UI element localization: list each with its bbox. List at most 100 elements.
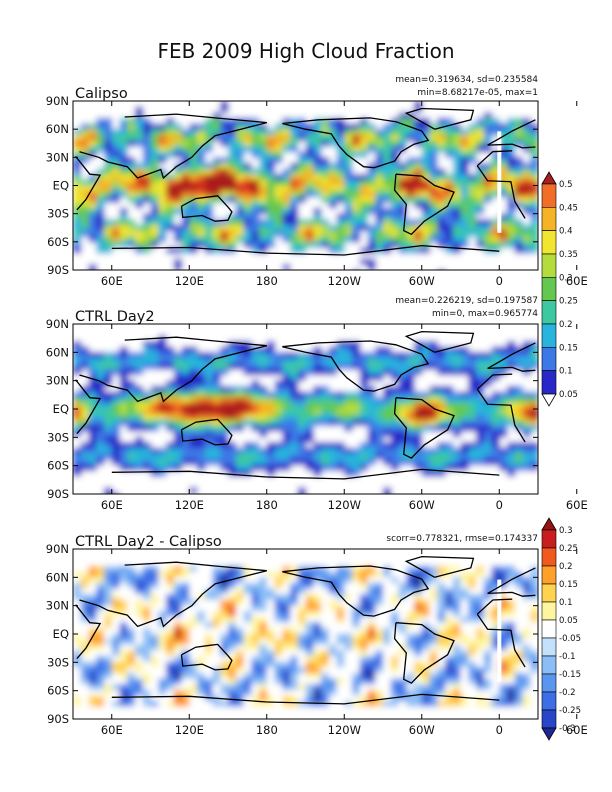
colorbar-bottom-arrow	[541, 727, 557, 741]
axis-ticks: 60E 120E 180 120W 60W 0 60E 90N 60N 30N EQ 30S 60S 90…	[46, 317, 588, 512]
y-tick-label: 30N	[46, 599, 69, 613]
colorbar-segment	[541, 276, 557, 301]
colorbar-label: 0.2	[559, 320, 573, 330]
colorbar-segment	[541, 619, 557, 639]
colorbar-segment	[541, 691, 557, 711]
cloud-field-map	[73, 101, 538, 270]
x-tick-label: 180	[256, 723, 278, 737]
colorbar-label: -0.3	[559, 724, 576, 734]
y-tick-label: 60N	[46, 345, 69, 359]
colorbar-label: 0.25	[559, 297, 578, 307]
colorbar-segment	[541, 183, 557, 208]
y-tick-label: EQ	[53, 627, 69, 641]
colorbar-label: -0.2	[559, 688, 576, 698]
colorbar-segment	[541, 709, 557, 729]
y-tick-label: 60S	[47, 684, 69, 698]
x-tick-label: 60W	[409, 723, 435, 737]
colorbar-label: 0.1	[559, 367, 573, 377]
y-tick-label: 30N	[46, 150, 69, 164]
colorbar-label: 0.15	[559, 580, 578, 590]
x-tick-label: 60E	[101, 498, 123, 512]
colorbar-segment	[541, 207, 557, 231]
colorbar-label: 0.15	[559, 343, 578, 353]
y-tick-label: EQ	[53, 179, 69, 193]
x-tick-label: 60E	[566, 274, 588, 288]
x-tick-label: 120E	[175, 274, 204, 288]
colorbar-label: 0.3	[559, 526, 573, 536]
panel-calipso: Calipso mean=0.319634, sd=0.235584 min=8…	[46, 75, 588, 288]
colorbar-label: -0.15	[559, 670, 581, 680]
colorbar-label: 0.05	[559, 390, 578, 400]
x-tick-label: 120W	[328, 274, 361, 288]
x-tick-label: 0	[496, 723, 503, 737]
x-tick-label: 180	[256, 498, 278, 512]
x-tick-label: 60E	[566, 723, 588, 737]
y-tick-label: 90N	[46, 317, 69, 331]
panel-stats-line2: min=0, max=0.965774	[432, 309, 538, 319]
x-tick-label: 60E	[101, 274, 123, 288]
colorbar-segment	[541, 253, 557, 278]
y-tick-label: EQ	[53, 402, 69, 416]
x-tick-label: 60W	[409, 498, 435, 512]
panel-title: CTRL Day2 - Calipso	[75, 534, 222, 550]
panel-title: Calipso	[75, 86, 128, 102]
colorbar-segment	[541, 230, 557, 255]
y-tick-label: 30S	[47, 207, 69, 221]
axis-ticks: 60E 120E 180 120W 60W 0 60E 90N 60N 30N EQ 30S 60S 90…	[46, 94, 588, 288]
colorbar-segment	[541, 565, 557, 585]
colorbar-top-arrow	[541, 517, 557, 531]
colorbar-label: 0.05	[559, 616, 578, 626]
colorbar-segment	[541, 637, 557, 657]
colorbar-bottom-arrow	[541, 393, 557, 407]
colorbar-segment	[541, 370, 557, 395]
x-tick-label: 60W	[409, 274, 435, 288]
panel-ctrl-day2: CTRL Day2 mean=0.226219, sd=0.197587 min…	[46, 296, 588, 512]
x-tick-label: 60E	[101, 723, 123, 737]
panel-difference: CTRL Day2 - Calipso scorr=0.778321, rmse…	[46, 534, 588, 737]
x-tick-label: 180	[256, 274, 278, 288]
colorbar-label: -0.05	[559, 634, 581, 644]
y-tick-label: 30S	[47, 655, 69, 669]
y-tick-label: 60N	[46, 570, 69, 584]
colorbar-segment	[541, 547, 557, 567]
coastlines	[75, 107, 536, 256]
colorbar-label: 0.1	[559, 598, 573, 608]
colorbar-label: -0.1	[559, 652, 576, 662]
colorbar-difference: 0.3 0.25 0.2 0.15 0.1 0.05 -0.05 -0.1 -0.15 -0.2 -…	[541, 517, 581, 741]
colorbar-label: 0.5	[559, 180, 573, 190]
x-tick-label: 120E	[175, 723, 204, 737]
y-tick-label: 90N	[46, 542, 69, 556]
x-tick-label: 120W	[328, 723, 361, 737]
panel-stats-line1: mean=0.226219, sd=0.197587	[395, 296, 538, 306]
y-tick-label: 90S	[47, 712, 69, 726]
x-tick-label: 60E	[566, 498, 588, 512]
y-tick-label: 60S	[47, 235, 69, 249]
y-tick-label: 30S	[47, 430, 69, 444]
panel-stats-line2: min=8.68217e-05, max=1	[417, 88, 538, 98]
colorbar-segment	[541, 529, 557, 549]
coastlines	[75, 555, 536, 705]
colorbar-label: 0.45	[559, 203, 578, 213]
coastlines	[75, 330, 536, 480]
colorbar-segment	[541, 601, 557, 621]
colorbar-label: 0.4	[559, 227, 573, 237]
y-tick-label: 90S	[47, 263, 69, 277]
y-tick-label: 60N	[46, 122, 69, 136]
x-tick-label: 120W	[328, 498, 361, 512]
x-tick-label: 0	[496, 274, 503, 288]
colorbar-segment	[541, 655, 557, 675]
y-tick-label: 90S	[47, 487, 69, 501]
y-tick-label: 30N	[46, 374, 69, 388]
panel-stats-line1: mean=0.319634, sd=0.235584	[395, 75, 538, 85]
colorbar-label: 0.3	[559, 273, 573, 283]
y-tick-label: 90N	[46, 94, 69, 108]
colorbar-segment	[541, 673, 557, 693]
colorbar-label: 0.2	[559, 562, 573, 572]
axis-ticks: 60E 120E 180 120W 60W 0 60E 90N 60N 30N EQ 30S 60S 90…	[46, 542, 588, 737]
figure-title: FEB 2009 High Cloud Fraction	[157, 39, 454, 63]
panel-title: CTRL Day2	[75, 309, 155, 325]
panel-stats: scorr=0.778321, rmse=0.174337	[386, 534, 538, 544]
colorbar-label: -0.25	[559, 706, 581, 716]
y-tick-label: 60S	[47, 459, 69, 473]
